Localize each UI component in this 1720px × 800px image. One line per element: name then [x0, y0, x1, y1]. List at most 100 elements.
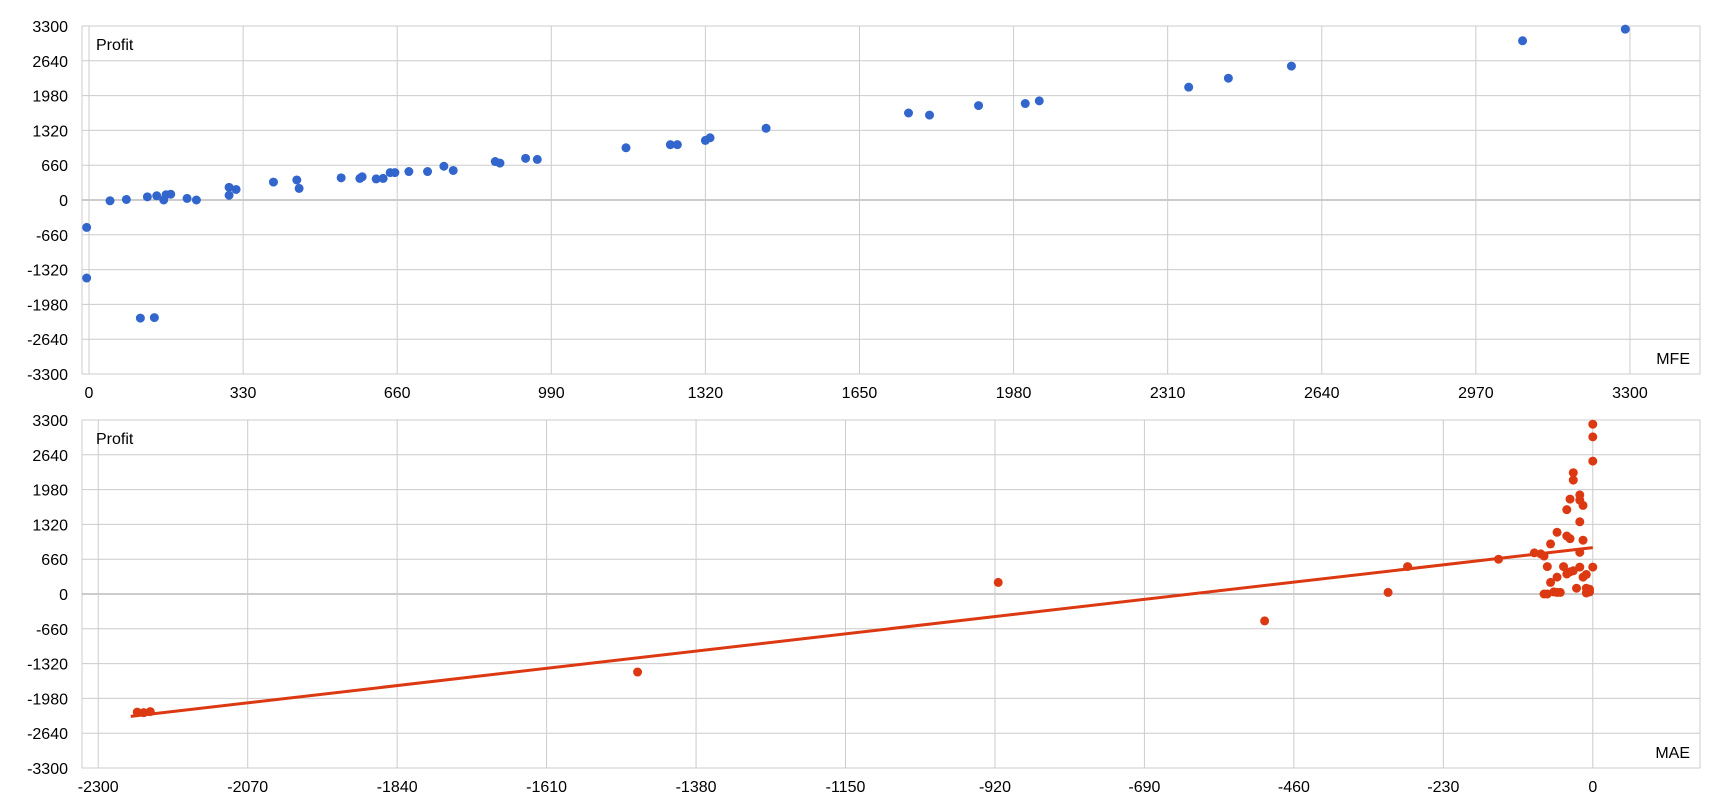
chart-profit-vs-mfe: 33002640198013206600-660-1320-1980-2640-… [27, 19, 1701, 402]
data-point[interactable] [672, 140, 682, 150]
data-point[interactable] [390, 168, 400, 178]
data-point[interactable] [1403, 562, 1413, 572]
data-point[interactable] [1620, 24, 1630, 34]
data-point[interactable] [1575, 517, 1585, 527]
data-point[interactable] [336, 173, 346, 183]
y-tick-label: 2640 [32, 54, 68, 71]
data-point[interactable] [105, 196, 115, 206]
data-point[interactable] [532, 154, 542, 164]
data-point[interactable] [1572, 583, 1582, 593]
data-point[interactable] [1546, 577, 1556, 587]
data-point[interactable] [1223, 73, 1233, 83]
x-tick-label: -1380 [676, 779, 717, 796]
x-tick-label: -230 [1427, 779, 1459, 796]
data-point[interactable] [292, 175, 302, 185]
y-tick-label: 0 [59, 193, 68, 210]
data-point[interactable] [439, 161, 449, 171]
x-tick-label: 3300 [1612, 385, 1648, 402]
data-point[interactable] [1588, 562, 1598, 572]
data-point[interactable] [705, 133, 715, 143]
data-point[interactable] [378, 173, 388, 183]
y-tick-label: 0 [59, 587, 68, 604]
data-point[interactable] [135, 313, 145, 323]
data-point[interactable] [1383, 587, 1393, 597]
data-point[interactable] [268, 177, 278, 187]
y-tick-label: 3300 [32, 19, 68, 36]
data-point[interactable] [1518, 36, 1528, 46]
data-point[interactable] [1588, 419, 1598, 429]
data-point[interactable] [149, 313, 159, 323]
data-point[interactable] [448, 165, 458, 175]
data-point[interactable] [182, 193, 192, 203]
x-tick-label: -1610 [526, 779, 567, 796]
data-point[interactable] [1581, 569, 1591, 579]
data-point[interactable] [404, 167, 414, 177]
data-point[interactable] [1562, 505, 1572, 515]
data-point[interactable] [1568, 475, 1578, 485]
data-point[interactable] [1546, 539, 1556, 549]
data-point[interactable] [1578, 535, 1588, 545]
data-point[interactable] [1034, 96, 1044, 106]
data-point[interactable] [82, 222, 92, 232]
data-point[interactable] [231, 184, 241, 194]
data-point[interactable] [1585, 584, 1595, 594]
data-point[interactable] [1552, 527, 1562, 537]
data-point[interactable] [621, 143, 631, 153]
data-point[interactable] [1286, 61, 1296, 71]
data-point[interactable] [1575, 547, 1585, 557]
data-point[interactable] [665, 140, 675, 150]
data-point[interactable] [1260, 616, 1270, 626]
data-point[interactable] [224, 182, 234, 192]
y-tick-label: -1320 [27, 657, 68, 674]
data-point[interactable] [1020, 99, 1030, 109]
data-point[interactable] [1542, 562, 1552, 572]
y-tick-label: -1320 [27, 263, 68, 280]
data-point[interactable] [152, 191, 162, 201]
y-tick-label: 660 [41, 158, 68, 175]
x-tick-label: -2070 [227, 779, 268, 796]
data-point[interactable] [495, 158, 505, 168]
data-point[interactable] [1575, 562, 1585, 572]
data-point[interactable] [1184, 82, 1194, 92]
data-point[interactable] [1555, 587, 1565, 597]
data-point[interactable] [925, 110, 935, 120]
data-point[interactable] [142, 192, 152, 202]
data-point[interactable] [974, 101, 984, 111]
data-point[interactable] [371, 174, 381, 184]
data-point[interactable] [904, 108, 914, 118]
data-point[interactable] [1539, 551, 1549, 561]
data-point[interactable] [761, 123, 771, 133]
x-tick-label: -460 [1278, 779, 1310, 796]
x-tick-label: 2310 [1150, 385, 1186, 402]
y-tick-label: 1320 [32, 123, 68, 140]
data-point[interactable] [357, 172, 367, 182]
data-point[interactable] [423, 167, 433, 177]
y-tick-label: -660 [36, 228, 68, 245]
data-point[interactable] [1552, 572, 1562, 582]
data-point[interactable] [1565, 494, 1575, 504]
data-point[interactable] [1578, 500, 1588, 510]
data-point[interactable] [166, 189, 176, 199]
data-point[interactable] [1565, 534, 1575, 544]
x-tick-label: -2300 [78, 779, 119, 796]
data-point[interactable] [224, 190, 234, 200]
data-point[interactable] [993, 577, 1003, 587]
data-point[interactable] [121, 194, 131, 204]
data-point[interactable] [145, 707, 155, 717]
data-point[interactable] [294, 183, 304, 193]
data-point[interactable] [191, 195, 201, 205]
data-point[interactable] [1588, 456, 1598, 466]
data-point[interactable] [132, 707, 142, 717]
x-tick-label: 1980 [996, 385, 1032, 402]
data-point[interactable] [82, 273, 92, 283]
chart-profit-vs-mae: 3300 2640 1980 1320 660 0 -660 -1320 -1980 -2640 -… [27, 413, 1701, 796]
data-point[interactable] [521, 153, 531, 163]
x-tick-label: 330 [230, 385, 257, 402]
data-point[interactable] [1559, 562, 1569, 572]
data-point[interactable] [1494, 554, 1504, 564]
data-point[interactable] [633, 667, 643, 677]
data-point[interactable] [1568, 468, 1578, 478]
y-axis-label: Profit [96, 431, 134, 448]
data-point[interactable] [1588, 432, 1598, 442]
